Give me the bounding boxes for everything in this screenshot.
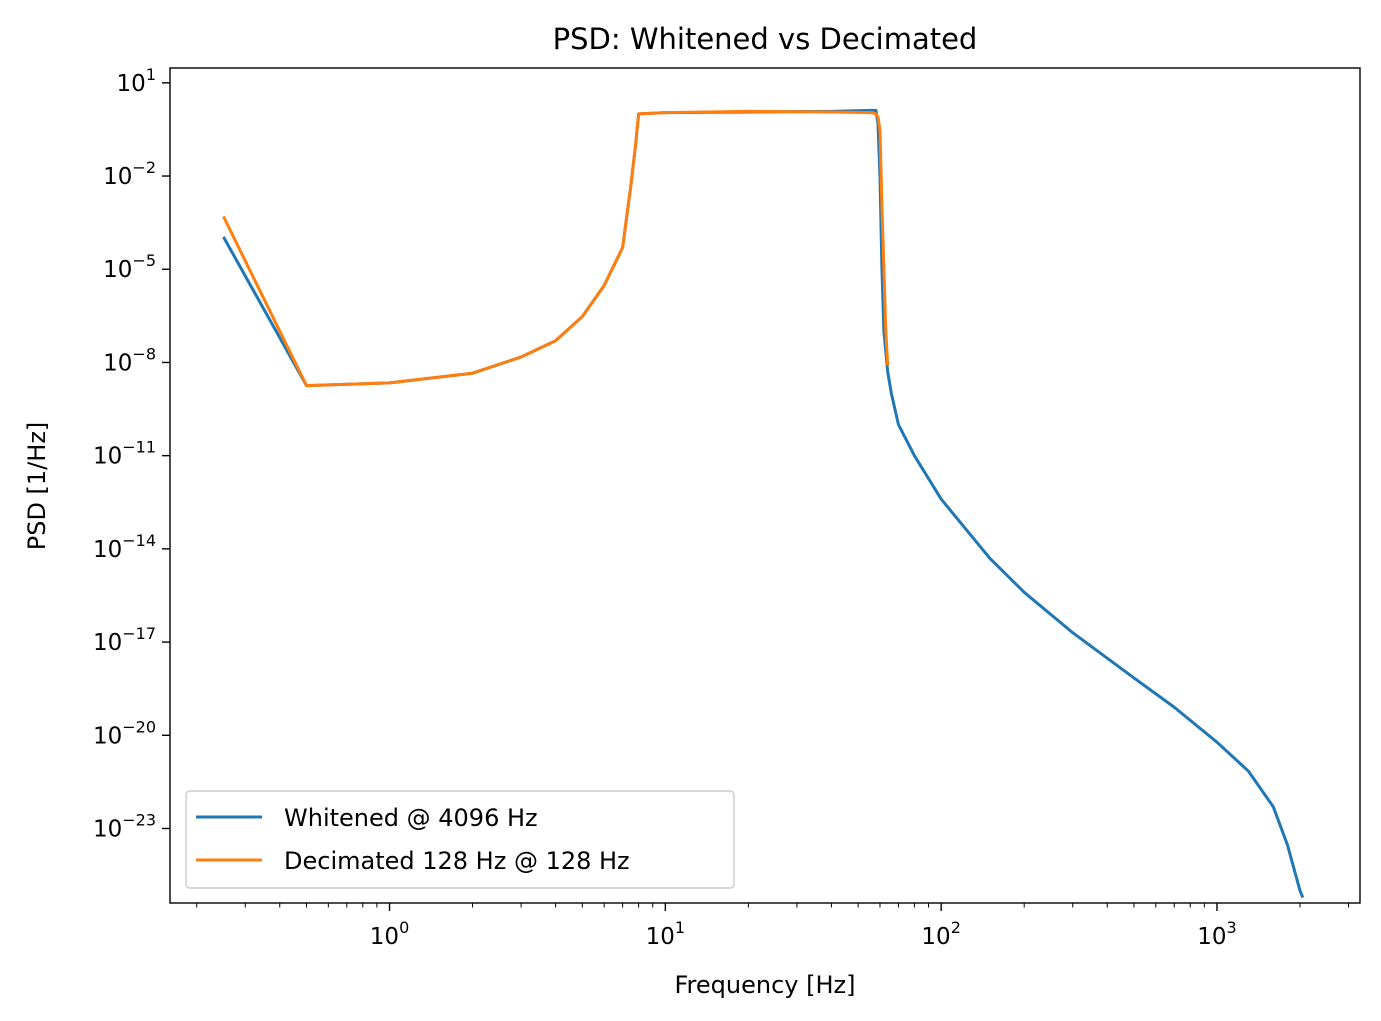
y-tick-label: 10−8 xyxy=(103,344,156,376)
x-axis: 100 101 102 103 xyxy=(196,903,1350,950)
y-tick-label: 10−17 xyxy=(93,624,156,656)
y-axis: 101 10−2 10−5 10−8 10−11 10−14 10−17 10−20 10−23 xyxy=(93,65,170,842)
y-tick-label: 10−20 xyxy=(93,717,156,749)
x-tick-label: 103 xyxy=(1197,918,1236,950)
y-tick-label: 10−2 xyxy=(103,158,156,190)
legend-box xyxy=(185,790,735,889)
legend: Whitened @ 4096 Hz Decimated 128 Hz @ 128… xyxy=(185,790,735,889)
series-line-0 xyxy=(222,108,1305,899)
x-axis-title: Frequency [Hz] xyxy=(675,971,856,999)
chart-title: PSD: Whitened vs Decimated xyxy=(553,22,978,56)
y-tick-label: 101 xyxy=(117,65,156,97)
x-tick-label: 101 xyxy=(646,918,685,950)
plot-area xyxy=(222,108,1305,899)
legend-entry-label: Decimated 128 Hz @ 128 Hz xyxy=(284,847,630,875)
y-tick-label: 10−23 xyxy=(93,810,156,842)
x-tick-label: 100 xyxy=(370,918,409,950)
legend-entry-label: Whitened @ 4096 Hz xyxy=(284,804,538,832)
y-tick-label: 10−14 xyxy=(93,531,156,563)
y-tick-label: 10−5 xyxy=(103,251,156,283)
series-line-1 xyxy=(222,109,890,388)
y-axis-title: PSD [1/Hz] xyxy=(23,422,51,551)
plot-frame xyxy=(169,67,1361,904)
x-tick-label: 102 xyxy=(921,918,960,950)
y-tick-label: 10−11 xyxy=(93,438,156,470)
